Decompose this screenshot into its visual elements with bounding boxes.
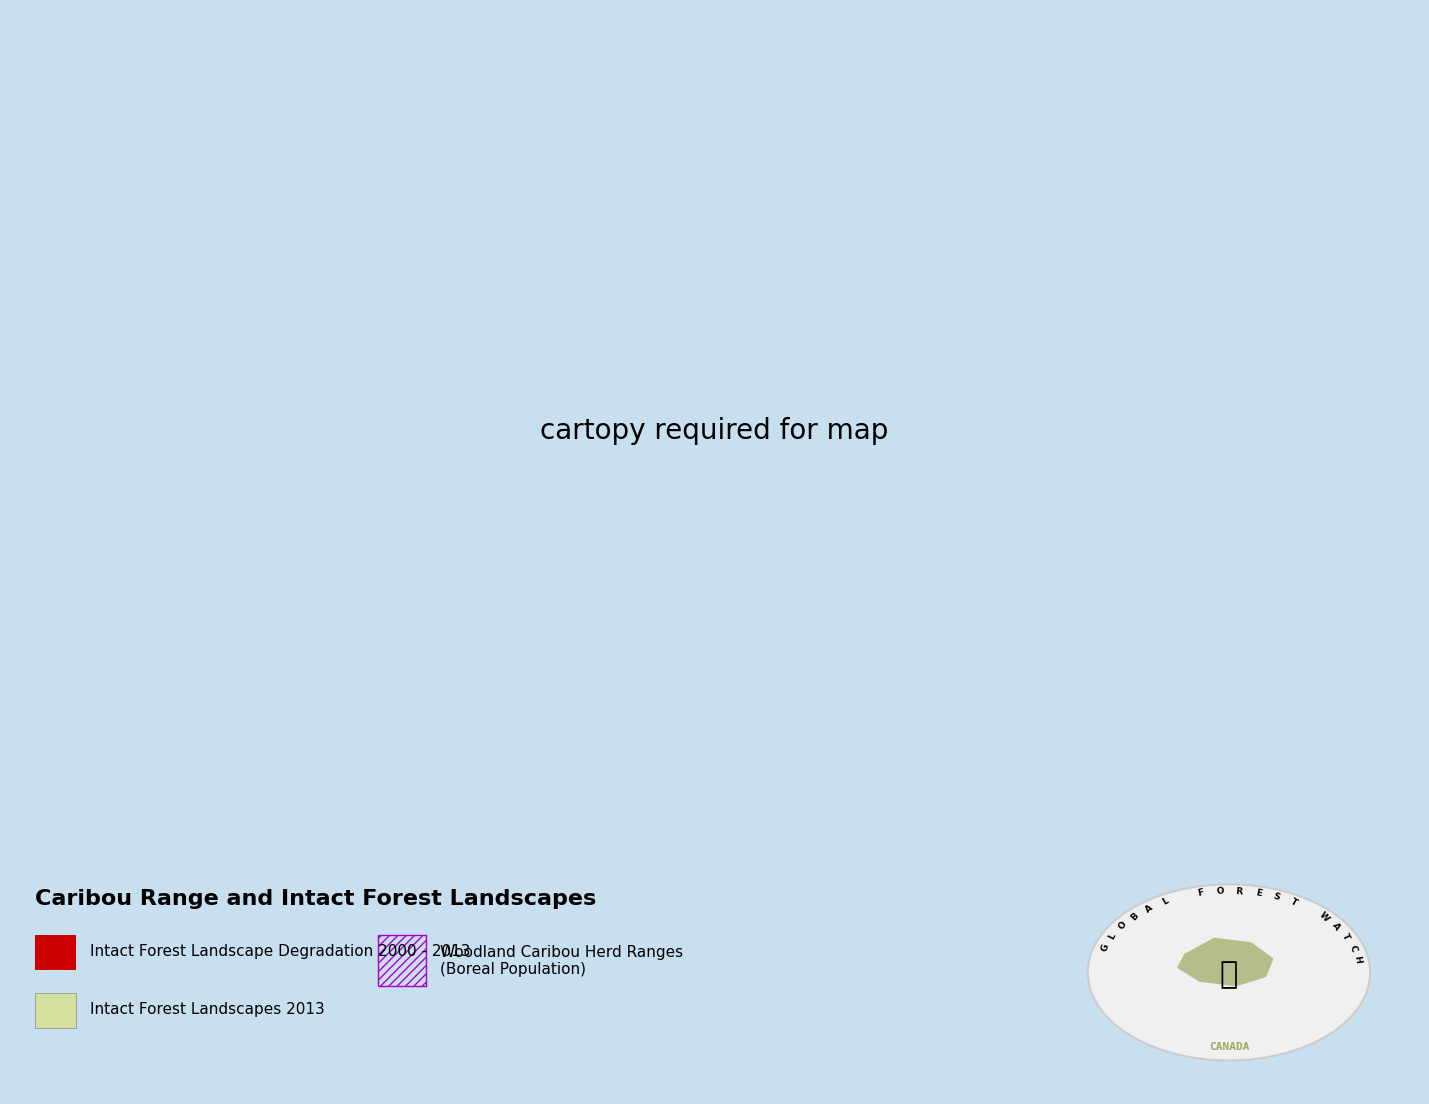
Text: W: W	[1318, 911, 1330, 924]
Text: Intact Forest Landscapes 2013: Intact Forest Landscapes 2013	[90, 1002, 324, 1017]
Text: E: E	[1255, 889, 1262, 899]
Text: T: T	[1340, 932, 1352, 942]
Text: L: L	[1160, 896, 1169, 907]
Bar	[34, 935, 76, 970]
Text: Woodland Caribou Herd Ranges
(Boreal Population): Woodland Caribou Herd Ranges (Boreal Pop…	[440, 945, 683, 977]
Polygon shape	[1177, 937, 1273, 986]
Text: ⬥: ⬥	[1220, 960, 1238, 989]
Text: O: O	[1116, 920, 1129, 932]
Text: H: H	[1352, 955, 1362, 964]
Bar	[377, 935, 426, 986]
Text: F: F	[1198, 888, 1205, 899]
Text: B: B	[1129, 911, 1140, 922]
Text: O: O	[1216, 887, 1225, 896]
Text: A: A	[1143, 903, 1155, 914]
Text: cartopy required for map: cartopy required for map	[540, 416, 889, 445]
Text: G: G	[1100, 943, 1110, 953]
Text: CANADA: CANADA	[1209, 1041, 1249, 1052]
Circle shape	[1087, 884, 1370, 1061]
Text: L: L	[1107, 932, 1117, 941]
Text: A: A	[1330, 921, 1342, 932]
Text: T: T	[1289, 896, 1299, 907]
Bar	[34, 994, 76, 1028]
Text: Caribou Range and Intact Forest Landscapes: Caribou Range and Intact Forest Landscap…	[34, 889, 596, 909]
Text: S: S	[1272, 892, 1282, 902]
Text: C: C	[1348, 944, 1358, 953]
Text: R: R	[1235, 887, 1243, 896]
Text: Intact Forest Landscape Degradation 2000 - 2013: Intact Forest Landscape Degradation 2000…	[90, 944, 470, 959]
